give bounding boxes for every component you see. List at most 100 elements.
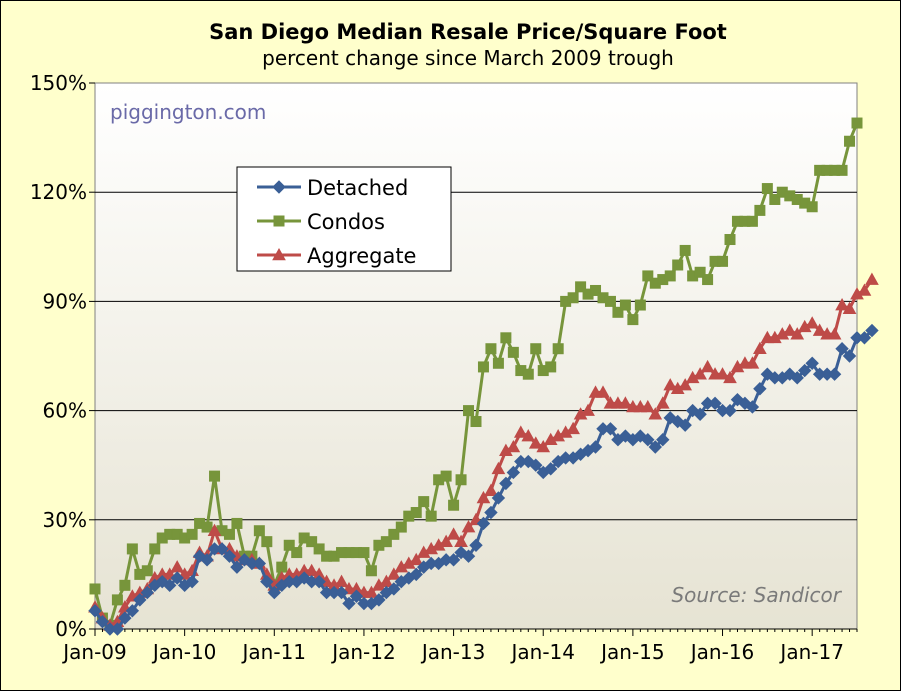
data-point-condos <box>89 583 101 595</box>
data-point-detached <box>678 418 692 432</box>
data-point-condos <box>463 405 475 417</box>
data-point-detached <box>745 400 760 414</box>
data-point-aggregate <box>827 327 842 340</box>
y-tick-label: 30% <box>43 508 87 532</box>
data-point-detached <box>222 549 237 563</box>
data-point-condos <box>410 507 422 519</box>
data-point-condos <box>425 510 437 522</box>
data-point-condos <box>724 234 736 246</box>
data-point-detached <box>484 505 498 520</box>
data-point-condos <box>500 332 512 344</box>
data-point-detached <box>641 433 655 447</box>
data-point-condos <box>440 470 452 482</box>
data-point-detached <box>506 465 521 480</box>
data-point-detached <box>133 593 147 607</box>
data-point-condos <box>746 215 758 227</box>
data-point-aggregate <box>753 341 767 355</box>
data-point-detached <box>476 516 491 531</box>
data-point-condos <box>201 521 213 533</box>
data-point-detached <box>260 574 274 589</box>
data-point-condos <box>507 346 519 358</box>
chart-title: San Diego Median Resale Price/Square Foo… <box>209 20 727 44</box>
data-point-condos <box>111 594 123 606</box>
series-condos <box>89 117 863 631</box>
legend-label-aggregate: Aggregate <box>307 244 416 268</box>
data-point-condos <box>530 343 542 355</box>
data-point-condos <box>149 543 161 555</box>
data-point-aggregate <box>566 421 580 435</box>
data-point-aggregate <box>715 367 730 380</box>
data-point-condos <box>590 284 602 296</box>
data-point-detached <box>267 585 282 600</box>
y-tick-label: 0% <box>55 617 87 641</box>
data-point-condos <box>642 270 654 282</box>
series-detached <box>88 323 879 636</box>
data-point-detached <box>835 342 849 356</box>
data-point-aggregate <box>857 283 872 296</box>
data-point-detached <box>215 542 229 556</box>
y-tick-label: 90% <box>43 289 87 313</box>
data-point-condos <box>261 536 273 548</box>
series-layer <box>88 117 879 636</box>
data-point-detached <box>110 622 125 636</box>
data-point-aggregate <box>663 378 678 391</box>
data-point-condos <box>754 204 766 216</box>
plot-area <box>94 82 858 630</box>
data-point-condos <box>395 521 407 533</box>
legend-marker-aggregate <box>272 247 286 261</box>
data-point-condos <box>619 299 631 311</box>
data-point-condos <box>672 259 684 271</box>
data-point-detached <box>656 433 670 447</box>
data-point-condos <box>306 536 318 548</box>
data-point-condos <box>365 565 377 577</box>
data-point-detached <box>409 567 423 582</box>
data-point-condos <box>388 528 400 540</box>
data-point-aggregate <box>790 327 805 340</box>
data-point-detached <box>491 491 506 505</box>
data-point-detached <box>125 604 140 618</box>
data-point-condos <box>283 539 295 551</box>
data-point-condos <box>126 543 138 555</box>
data-point-detached <box>797 363 812 378</box>
data-point-condos <box>634 299 646 311</box>
data-point-detached <box>842 349 857 363</box>
data-point-detached <box>753 382 767 396</box>
x-tick-label: Jan-17 <box>778 640 844 664</box>
data-point-detached <box>708 396 722 411</box>
data-point-condos <box>522 368 534 380</box>
data-point-detached <box>342 596 356 611</box>
data-point-detached <box>529 458 543 472</box>
x-tick-label: Jan-16 <box>689 640 755 664</box>
data-point-detached <box>162 578 177 593</box>
data-point-detached <box>723 403 737 418</box>
data-point-aggregate <box>812 323 827 336</box>
legend-marker-detached <box>272 180 286 194</box>
data-point-detached <box>469 538 483 552</box>
watermark: piggington.com <box>110 100 266 124</box>
data-point-detached <box>499 476 513 491</box>
data-point-detached <box>790 371 804 385</box>
x-tick-label: Jan-14 <box>509 640 575 664</box>
data-point-detached <box>349 589 364 603</box>
data-point-detached <box>387 582 401 596</box>
data-point-aggregate <box>782 323 797 336</box>
data-point-condos <box>567 292 579 304</box>
data-point-aggregate <box>536 439 551 453</box>
data-point-condos <box>844 135 856 147</box>
data-point-detached <box>588 440 603 454</box>
legend-label-condos: Condos <box>307 210 385 234</box>
data-point-condos <box>141 565 153 577</box>
data-point-condos <box>836 164 848 176</box>
data-point-detached <box>805 356 819 370</box>
data-point-detached <box>648 440 663 454</box>
data-point-condos <box>276 561 288 573</box>
data-point-condos <box>485 343 497 355</box>
data-point-condos <box>418 496 430 508</box>
data-point-detached <box>230 560 244 574</box>
data-point-condos <box>448 499 460 511</box>
data-point-aggregate <box>618 396 633 409</box>
data-point-aggregate <box>446 527 461 540</box>
data-point-detached <box>95 615 110 629</box>
data-point-condos <box>291 547 303 559</box>
